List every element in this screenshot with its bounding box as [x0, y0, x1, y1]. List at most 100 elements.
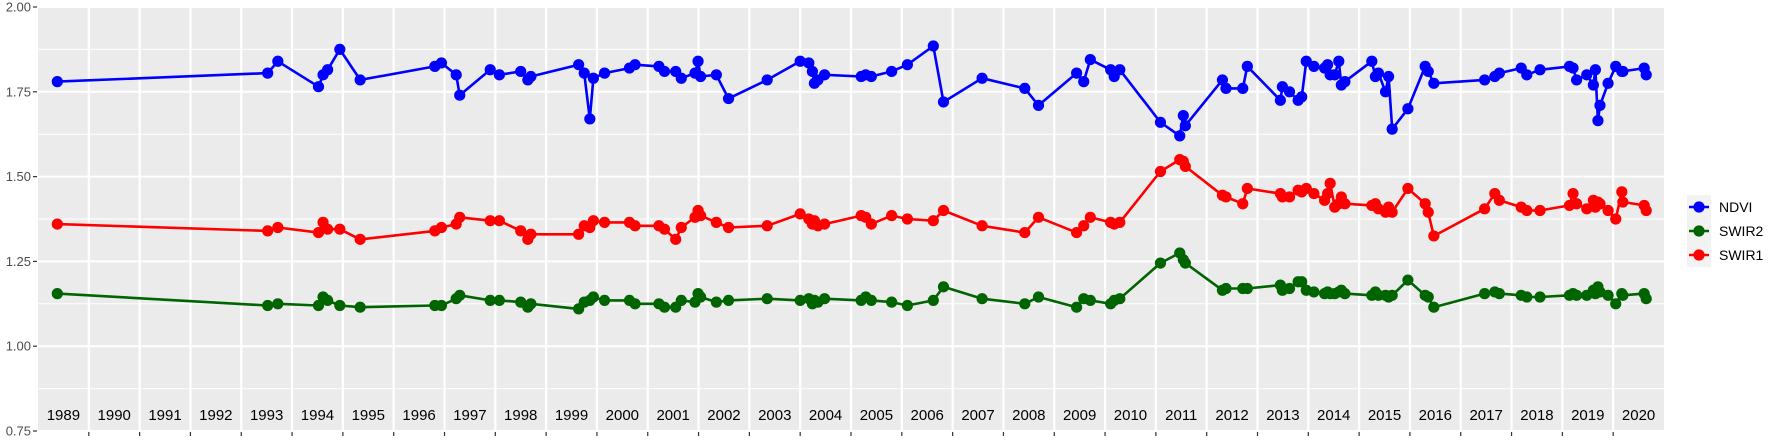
data-point-swir1 [1610, 213, 1622, 225]
data-point-swir1 [312, 226, 325, 239]
y-tick-label: 1.50 [6, 169, 31, 184]
data-point-swir1 [1493, 194, 1505, 206]
data-point-swir2 [1032, 291, 1045, 303]
data-point-ndvi [1174, 130, 1186, 142]
data-point-swir2 [886, 296, 898, 308]
series-ndvi [51, 40, 1652, 142]
data-point-swir2 [322, 294, 334, 307]
data-point-ndvi [806, 65, 818, 78]
data-point-swir1 [1402, 182, 1414, 195]
data-point-ndvi [886, 65, 898, 78]
data-point-swir1 [886, 210, 898, 222]
data-point-swir2 [1114, 293, 1126, 305]
data-point-swir1 [1237, 198, 1249, 210]
data-point-ndvi [761, 74, 773, 86]
data-point-swir1 [525, 228, 537, 240]
data-point-ndvi [1329, 69, 1341, 81]
legend-label-swir2: SWIR2 [1719, 223, 1764, 239]
data-point-swir1 [1308, 187, 1320, 200]
data-point-ndvi [1071, 67, 1083, 79]
data-point-ndvi [334, 43, 346, 56]
data-point-swir2 [865, 294, 877, 307]
data-point-swir2 [354, 301, 366, 313]
data-point-swir2 [658, 301, 671, 313]
data-point-swir1 [1640, 204, 1652, 217]
data-point-ndvi [1308, 60, 1320, 72]
data-point-ndvi [1571, 74, 1583, 86]
data-point-swir2 [484, 294, 496, 307]
data-point-ndvi [598, 67, 611, 79]
data-point-ndvi [1493, 67, 1505, 79]
year-label: 2000 [606, 407, 639, 424]
data-point-swir1 [1581, 203, 1593, 215]
data-point-swir1 [1154, 165, 1167, 178]
data-point-ndvi [1379, 86, 1392, 98]
data-point-ndvi [694, 70, 707, 83]
data-point-swir1 [1179, 160, 1191, 173]
data-point-swir2 [794, 294, 806, 307]
data-point-ndvi [1422, 65, 1434, 78]
data-point-swir2 [1308, 286, 1320, 298]
data-point-swir2 [694, 291, 707, 303]
data-point-swir2 [525, 298, 537, 310]
year-label: 2017 [1469, 407, 1502, 424]
data-point-ndvi [272, 55, 284, 67]
data-point-swir2 [1283, 282, 1296, 295]
data-point-ndvi [51, 76, 63, 88]
data-point-ndvi [1402, 103, 1414, 115]
data-point-swir2 [1386, 289, 1398, 301]
data-point-swir2 [1220, 282, 1232, 295]
year-label: 1999 [555, 407, 588, 424]
data-point-swir2 [675, 294, 687, 307]
data-point-swir2 [493, 294, 505, 307]
year-label: 2012 [1215, 407, 1248, 424]
data-point-ndvi [484, 64, 496, 76]
legend-key-point [1693, 249, 1705, 261]
year-label: 2011 [1165, 407, 1197, 424]
data-point-swir1 [710, 216, 722, 228]
data-point-swir2 [1071, 301, 1083, 313]
data-point-ndvi [525, 70, 537, 83]
year-label: 1989 [47, 407, 80, 424]
data-point-ndvi [1032, 99, 1045, 111]
data-point-ndvi [1534, 64, 1546, 76]
data-point-swir1 [1071, 226, 1083, 239]
data-point-swir2 [51, 288, 63, 300]
year-label: 2014 [1317, 407, 1350, 424]
data-point-ndvi [675, 72, 687, 84]
data-point-ndvi [354, 74, 366, 86]
data-point-swir1 [1220, 191, 1232, 203]
data-point-ndvi [629, 59, 641, 71]
data-point-ndvi [937, 96, 950, 108]
data-point-swir1 [629, 220, 641, 232]
year-label: 2007 [961, 407, 994, 424]
data-point-ndvi [435, 57, 448, 69]
year-label: 1995 [352, 407, 385, 424]
data-point-ndvi [1587, 79, 1599, 91]
data-point-swir1 [1019, 226, 1031, 239]
data-point-ndvi [312, 81, 325, 93]
year-label: 2001 [656, 407, 689, 424]
year-label: 2016 [1419, 407, 1452, 424]
year-label: 2009 [1063, 407, 1096, 424]
data-point-ndvi [1078, 76, 1090, 88]
data-point-swir2 [1610, 298, 1622, 310]
data-point-swir1 [1032, 211, 1045, 223]
y-tick-label: 2.00 [6, 0, 31, 15]
data-point-swir2 [1479, 288, 1491, 300]
y-tick-label: 1.25 [6, 254, 31, 269]
data-point-swir1 [1324, 177, 1336, 189]
data-point-ndvi [1177, 109, 1189, 122]
data-point-swir1 [334, 223, 346, 235]
year-label: 1996 [402, 407, 435, 424]
data-point-ndvi [710, 69, 722, 81]
data-point-ndvi [818, 69, 831, 81]
data-point-swir1 [1567, 187, 1579, 200]
data-point-swir1 [1322, 187, 1334, 200]
data-point-ndvi [1283, 86, 1296, 98]
data-point-ndvi [1479, 74, 1491, 86]
data-point-ndvi [692, 55, 704, 67]
data-point-swir2 [901, 299, 914, 312]
data-point-swir1 [1386, 206, 1398, 218]
data-point-ndvi [1594, 99, 1606, 111]
